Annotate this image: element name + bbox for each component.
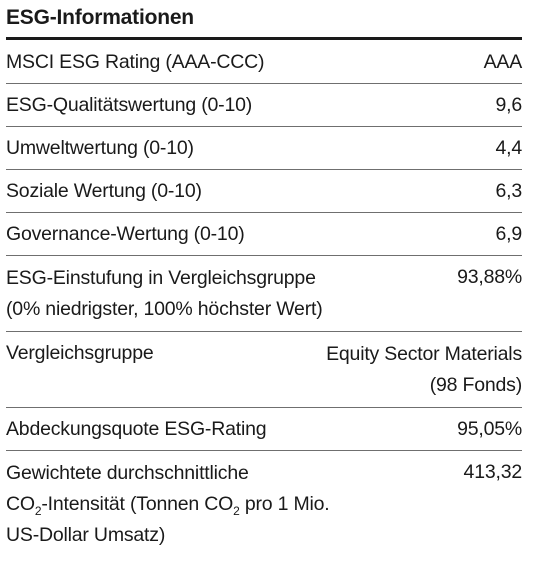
row-value: 6,3 [495, 180, 522, 202]
row-value-line: (98 Fonds) [429, 374, 522, 396]
row-value: 4,4 [495, 137, 522, 159]
row-msci-esg-rating: MSCI ESG Rating (AAA-CCC) AAA [6, 40, 522, 84]
row-label-line: CO2-Intensität (Tonnen CO2 pro 1 Mio. [6, 489, 452, 520]
row-governance-score: Governance-Wertung (0-10) 6,9 [6, 213, 522, 256]
row-label: Abdeckungsquote ESG-Rating [6, 418, 267, 440]
row-weighted-carbon-intensity: Gewichtete durchschnittliche CO2-Intensi… [6, 451, 522, 557]
row-value: Equity Sector Materials (98 Fonds) [326, 339, 522, 401]
row-esg-rating-coverage: Abdeckungsquote ESG-Rating 95,05% [6, 408, 522, 451]
row-peer-group: Vergleichsgruppe Equity Sector Materials… [6, 332, 522, 408]
row-label: Umweltwertung (0-10) [6, 137, 194, 159]
row-label-line: (0% niedrigster, 100% höchster Wert) [6, 298, 323, 320]
section-title: ESG-Informationen [6, 0, 522, 40]
row-label-line: ESG-Einstufung in Vergleichsgruppe [6, 267, 316, 289]
row-value: AAA [483, 51, 523, 73]
row-label: Governance-Wertung (0-10) [6, 223, 245, 245]
row-label-text: pro 1 Mio. [239, 493, 330, 515]
row-value: 9,6 [495, 94, 522, 116]
subscript-2: 2 [233, 504, 240, 518]
row-social-score: Soziale Wertung (0-10) 6,3 [6, 170, 522, 213]
row-label: MSCI ESG Rating (AAA-CCC) [6, 51, 265, 73]
row-value: 6,9 [495, 223, 522, 245]
row-value-line: Equity Sector Materials [326, 343, 522, 365]
co2-text: CO [6, 493, 35, 515]
row-esg-quality-score: ESG-Qualitätswertung (0-10) 9,6 [6, 84, 522, 127]
esg-information-panel: ESG-Informationen MSCI ESG Rating (AAA-C… [6, 0, 522, 557]
row-label-text: -Intensität (Tonnen CO [41, 493, 234, 515]
row-label: ESG-Einstufung in Vergleichsgruppe (0% n… [6, 263, 457, 325]
row-label: Vergleichsgruppe [6, 342, 154, 364]
row-value: 93,88% [457, 266, 522, 288]
row-label: ESG-Qualitätswertung (0-10) [6, 94, 253, 116]
row-value: 95,05% [457, 418, 522, 440]
row-label-line: Gewichtete durchschnittliche [6, 462, 249, 484]
row-label: Gewichtete durchschnittliche CO2-Intensi… [6, 458, 464, 551]
row-peer-group-ranking: ESG-Einstufung in Vergleichsgruppe (0% n… [6, 256, 522, 332]
row-value: 413,32 [463, 461, 523, 483]
row-label: Soziale Wertung (0-10) [6, 180, 202, 202]
row-label-line: US-Dollar Umsatz) [6, 524, 166, 546]
subscript-2: 2 [34, 504, 42, 518]
row-environmental-score: Umweltwertung (0-10) 4,4 [6, 127, 522, 170]
